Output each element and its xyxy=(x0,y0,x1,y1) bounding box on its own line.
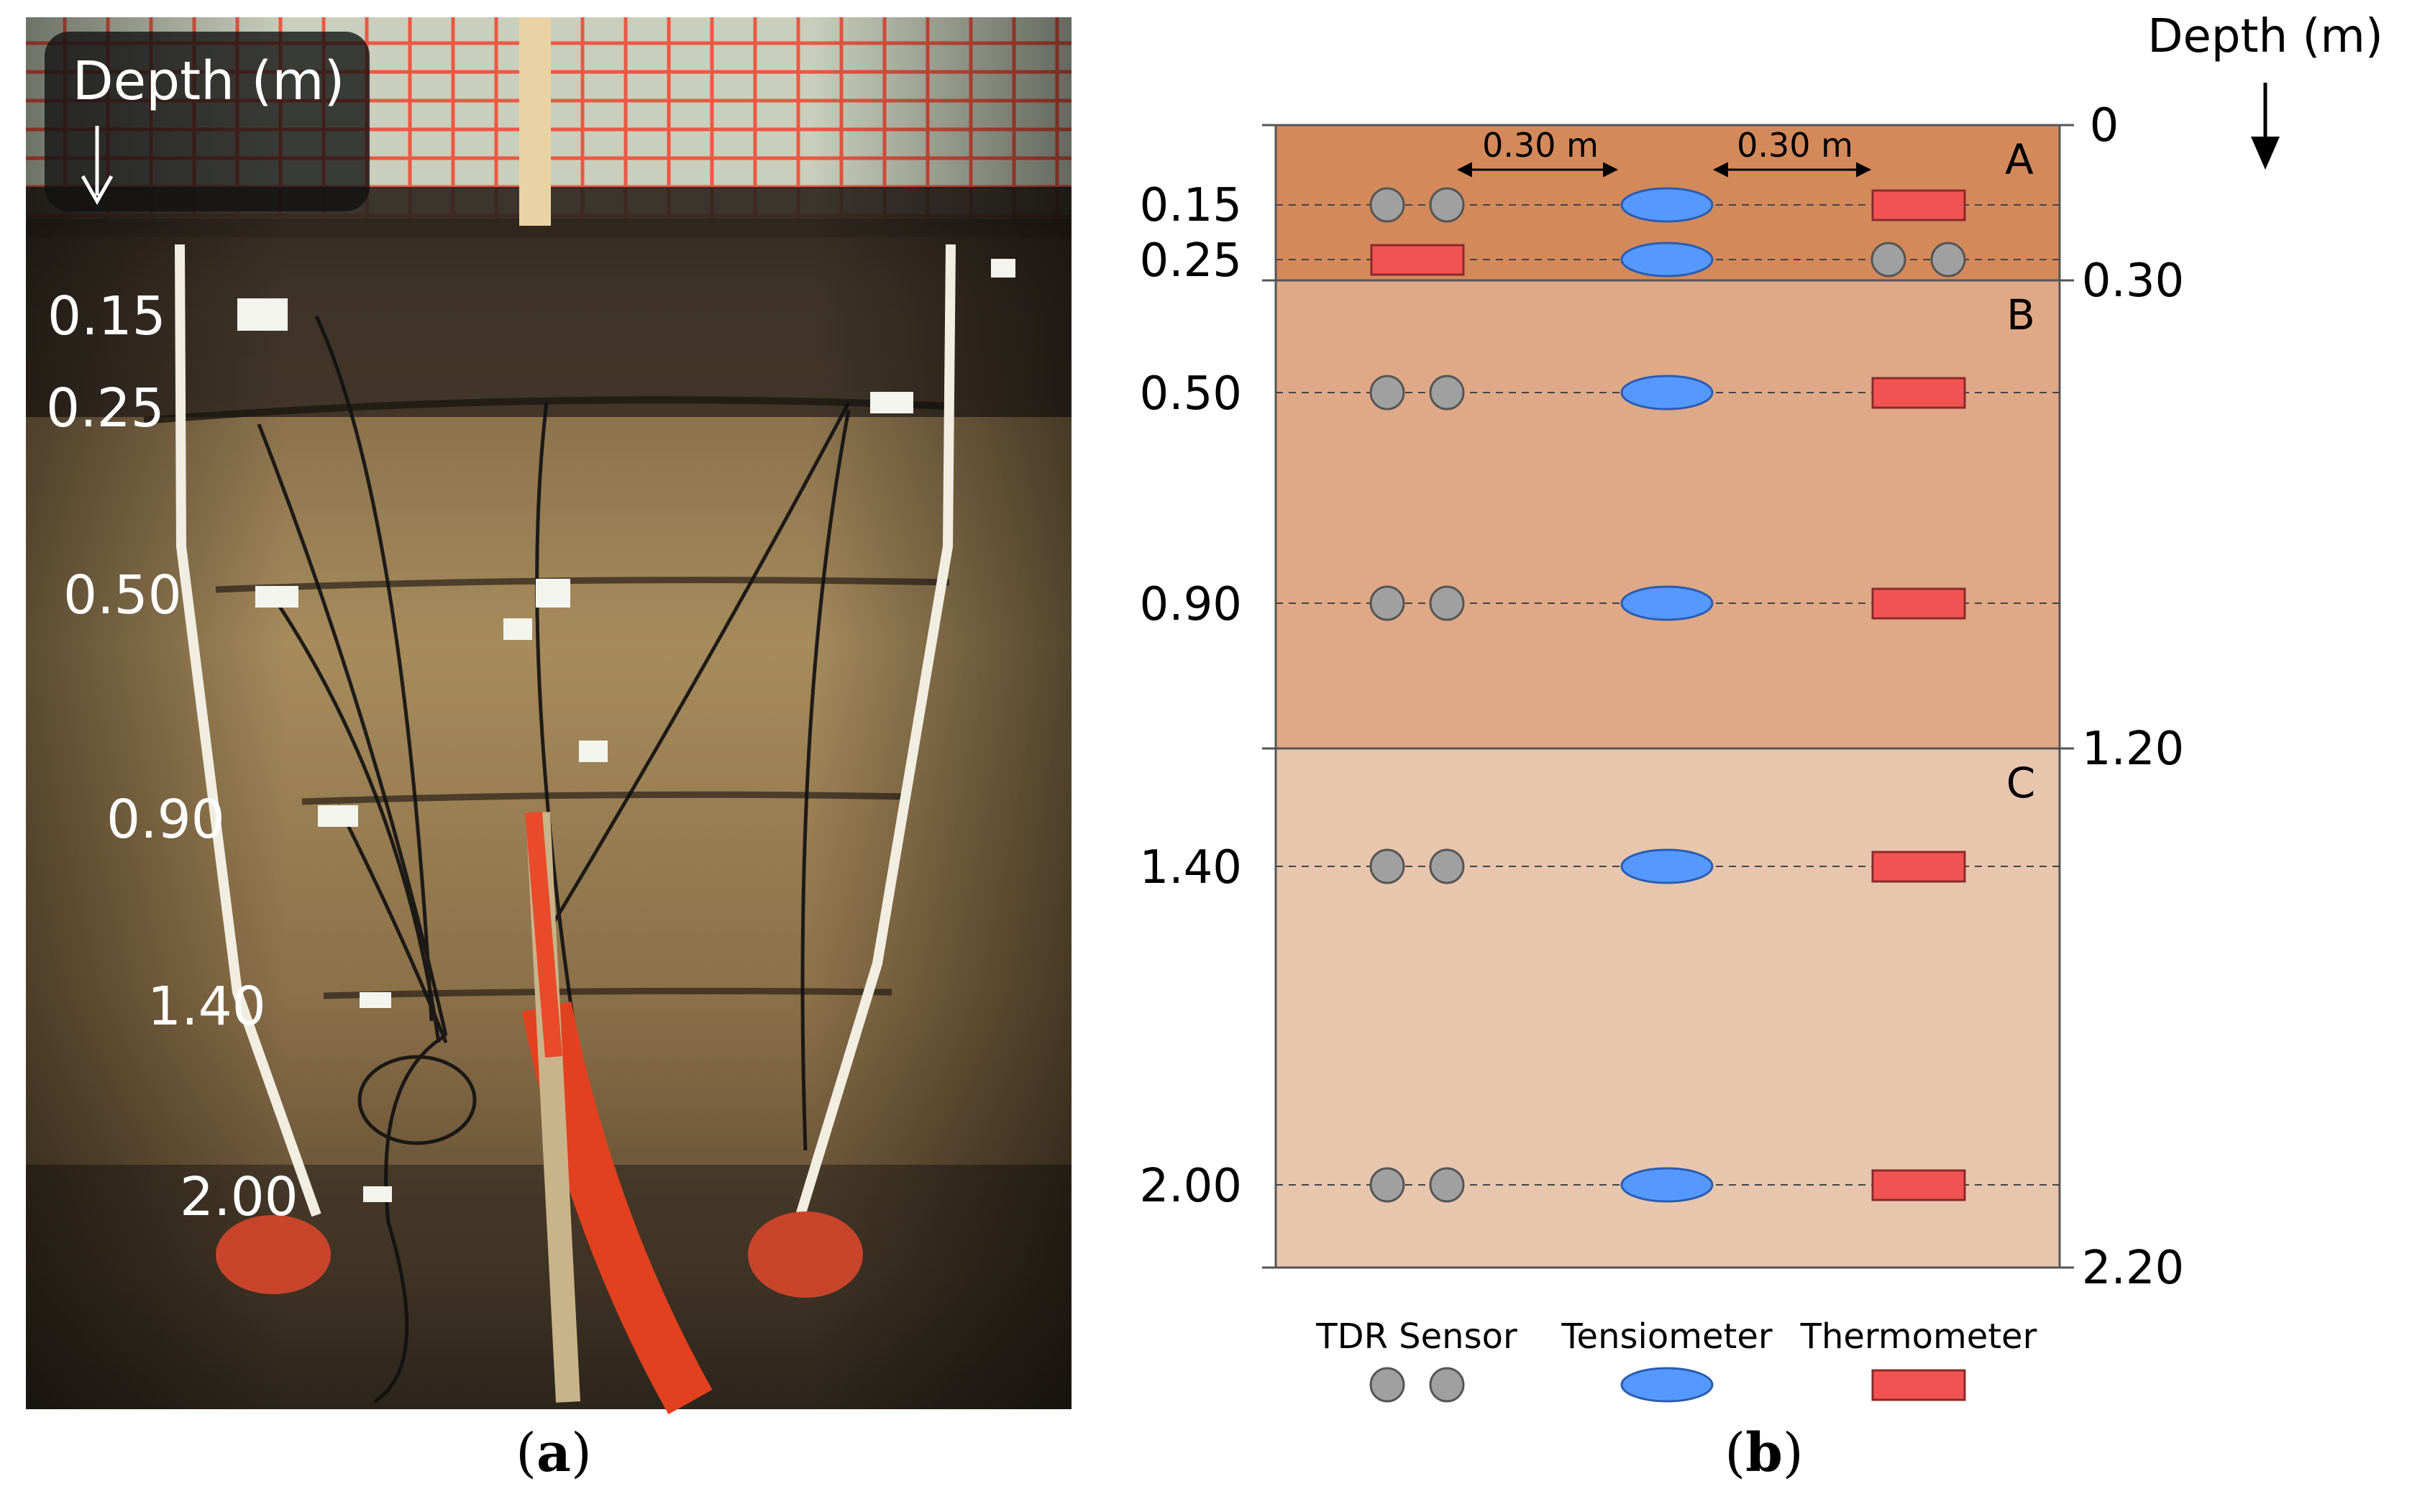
depth-arrow-icon xyxy=(2251,83,2280,170)
diagram-depth-label: Depth (m) xyxy=(2147,10,2383,63)
tdr-sensor xyxy=(1429,585,1465,621)
boundary-depth-label: 1.20 xyxy=(2082,723,2185,776)
measuring-tape-right xyxy=(793,244,956,1224)
sensor-depth-label: 0.90 xyxy=(1140,578,1243,631)
depth-label-box xyxy=(45,32,370,211)
sensor-depth-label: 0.25 xyxy=(1140,234,1243,288)
depth-label: Depth (m) xyxy=(73,50,345,112)
legend: TDR Sensor Tensiometer Thermometer xyxy=(1315,1316,2037,1403)
tensiometer xyxy=(1620,242,1714,278)
tensiometer xyxy=(1620,187,1714,223)
tape-reel-right xyxy=(748,1211,863,1298)
legend-tensiometer-symbol xyxy=(1620,1367,1714,1403)
diagram-panel: A B C 0.15 0.25 0.50 0.90 1.40 2.00 0 0.… xyxy=(1107,0,2412,1509)
thermometer xyxy=(1871,587,1966,620)
horizon-label-a: A xyxy=(2005,135,2034,184)
tdr-sensor xyxy=(1369,848,1405,884)
photo-depth-mark: 1.40 xyxy=(147,976,266,1037)
tdr-sensor xyxy=(1429,187,1465,223)
legend-label-thermometer: Thermometer xyxy=(1800,1316,2037,1357)
tdr-sensor xyxy=(1369,1167,1405,1203)
legend-thermometer-symbol xyxy=(1871,1369,1966,1401)
tdr-sensor xyxy=(1369,187,1405,223)
sensor-depth-label: 0.15 xyxy=(1140,179,1243,232)
photo-depth-mark: 0.90 xyxy=(106,789,225,851)
legend-label-tensiometer: Tensiometer xyxy=(1561,1316,1772,1357)
sensor-depth-label: 1.40 xyxy=(1140,841,1243,894)
legend-label-tdr: TDR Sensor xyxy=(1315,1316,1517,1357)
sensors xyxy=(1369,187,1966,1203)
tensiometer xyxy=(1620,585,1714,621)
sensor-depth-labels: 0.15 0.25 0.50 0.90 1.40 2.00 xyxy=(1140,179,1243,1213)
spacing-label: 0.30 m xyxy=(1482,126,1599,165)
sensor-tags xyxy=(237,259,1015,1202)
boundary-depth-label: 0.30 xyxy=(2082,255,2185,308)
thermometer xyxy=(1370,244,1465,276)
wooden-stake-top xyxy=(519,17,551,226)
horizon-labels: A B C xyxy=(2005,135,2035,807)
photo-panel: Depth (m) 0.15 0.25 0.50 0.90 1.40 2.00 … xyxy=(0,0,1107,1509)
boundary-depth-labels: 0 0.30 1.20 2.20 xyxy=(2082,99,2185,1295)
spacing-label: 0.30 m xyxy=(1737,126,1853,165)
tdr-sensor xyxy=(1369,375,1405,411)
caption-a: (a) xyxy=(516,1422,592,1484)
tdr-sensor xyxy=(1870,242,1906,278)
horizon-label-c: C xyxy=(2006,759,2036,807)
tdr-sensor xyxy=(1429,848,1465,884)
tape-reel-left xyxy=(216,1215,331,1294)
photo-depth-mark: 0.15 xyxy=(47,285,166,347)
photo-depth-mark: 2.00 xyxy=(180,1166,298,1228)
sensor-layout-diagram: A B C 0.15 0.25 0.50 0.90 1.40 2.00 0 0.… xyxy=(1140,10,2383,1484)
sensor-depth-label: 0.50 xyxy=(1140,367,1243,421)
depth-arrow-icon xyxy=(81,126,114,206)
photo-depth-mark: 0.25 xyxy=(46,377,165,439)
sensor-cables xyxy=(257,315,851,1404)
soil-pit-photo: Depth (m) 0.15 0.25 0.50 0.90 1.40 2.00 … xyxy=(26,17,1072,1484)
thermometer xyxy=(1871,189,1966,221)
thermometer xyxy=(1871,377,1966,409)
thermometer xyxy=(1871,851,1966,883)
tdr-sensor xyxy=(1429,1167,1465,1203)
photo-depth-mark: 0.50 xyxy=(63,564,182,626)
tdr-sensor xyxy=(1429,375,1465,411)
measuring-tape-left xyxy=(175,244,321,1217)
horizon-b xyxy=(1274,279,2061,750)
boundary-depth-label: 0 xyxy=(2090,99,2119,152)
horizon-label-b: B xyxy=(2006,290,2035,339)
boundary-depth-label: 2.20 xyxy=(2082,1242,2185,1295)
photo-depth-marks: 0.15 0.25 0.50 0.90 1.40 2.00 xyxy=(46,285,298,1228)
spacing-dimensions: 0.30 m 0.30 m xyxy=(1456,126,1872,178)
tensiometer xyxy=(1620,375,1714,411)
tensiometer xyxy=(1620,1167,1714,1203)
thermometer xyxy=(1871,1169,1966,1201)
sensor-depth-label: 2.00 xyxy=(1140,1160,1243,1213)
tensiometer xyxy=(1620,848,1714,884)
legend-tdr-symbol xyxy=(1369,1367,1405,1403)
legend-tdr-symbol xyxy=(1429,1367,1465,1403)
tdr-sensor xyxy=(1930,242,1966,278)
boundary-ticks xyxy=(1262,124,2074,1269)
tdr-sensor xyxy=(1369,585,1405,621)
caption-b: (b) xyxy=(1725,1422,1804,1484)
